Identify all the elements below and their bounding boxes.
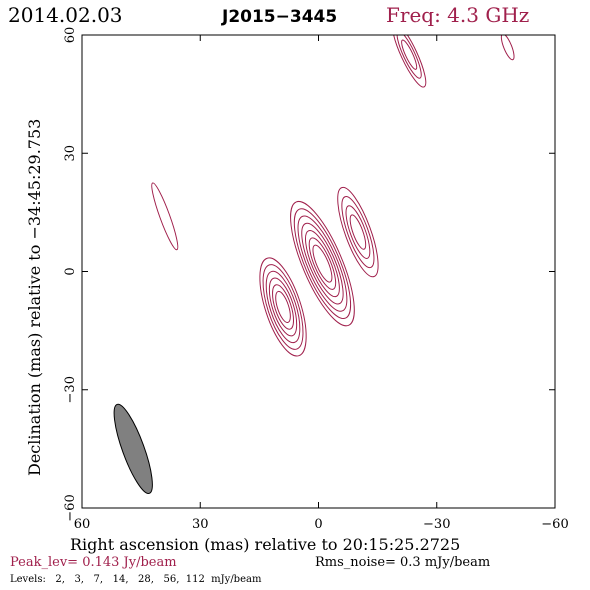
contour-core-a-level-3	[297, 215, 348, 312]
contour-core-a-level-1	[290, 200, 355, 327]
y-tick-label: 30	[63, 145, 78, 162]
beam-ellipse	[113, 403, 153, 494]
header-frequency: Freq: 4.3 GHz	[386, 3, 529, 27]
contour-upper-ne-level-1	[392, 35, 427, 88]
x-tick-label: 0	[314, 517, 322, 532]
contour-jet-knot-level-4	[349, 214, 367, 250]
x-tick-label: 60	[74, 517, 91, 532]
contour-upper-far-level-1	[500, 35, 515, 61]
header-date: 2014.02.03	[8, 3, 123, 27]
contour-core-b-level-2	[262, 264, 304, 350]
plot-frame	[81, 34, 556, 509]
contour-core-b-level-4	[268, 277, 298, 337]
peak-level: Peak_lev= 0.143 Jy/beam	[10, 555, 177, 570]
x-tick-label: 30	[192, 517, 209, 532]
contour-upper-ne-level-2	[396, 35, 422, 79]
header-source: J2015−3445	[221, 7, 337, 27]
y-tick-label: −30	[63, 376, 78, 403]
contour-levels: Levels: 2, 3, 7, 14, 28, 56, 112 mJy/bea…	[10, 574, 262, 585]
contour-jet-knot-level-1	[337, 186, 379, 278]
x-tick-label: −30	[423, 517, 450, 532]
x-tick-label: −60	[541, 517, 568, 532]
x-axis-label: Right ascension (mas) relative to 20:15:…	[70, 535, 460, 554]
contour-core-a-level-2	[293, 208, 352, 319]
contour-core-b-level-5	[272, 284, 295, 330]
rms-noise: Rms_noise= 0.3 mJy/beam	[315, 555, 490, 570]
contour-core-a-level-6	[308, 237, 337, 290]
contour-jet-knot-level-3	[345, 205, 371, 259]
y-tick-label: 60	[63, 27, 78, 44]
contour-core-a-level-5	[305, 230, 340, 298]
contour-core-a-level-7	[312, 244, 333, 283]
plot-area	[113, 35, 515, 494]
y-tick-label: 0	[63, 267, 78, 275]
contour-core-a-level-4	[301, 222, 344, 305]
axes: 60 30 0 −30 −60 −60 −30 0 30 60	[63, 27, 569, 532]
y-tick-label: −60	[63, 494, 78, 521]
contour-upper-ne-level-3	[401, 39, 418, 70]
contour-west-feature-level-1	[151, 182, 179, 251]
contour-core-b-level-3	[265, 270, 301, 344]
y-axis-label: Declination (mas) relative to −34:45:29.…	[25, 119, 44, 476]
contour-core-b-level-1	[259, 257, 307, 357]
contour-core-b-level-6	[275, 290, 291, 324]
contour-jet-knot-level-2	[341, 196, 375, 269]
